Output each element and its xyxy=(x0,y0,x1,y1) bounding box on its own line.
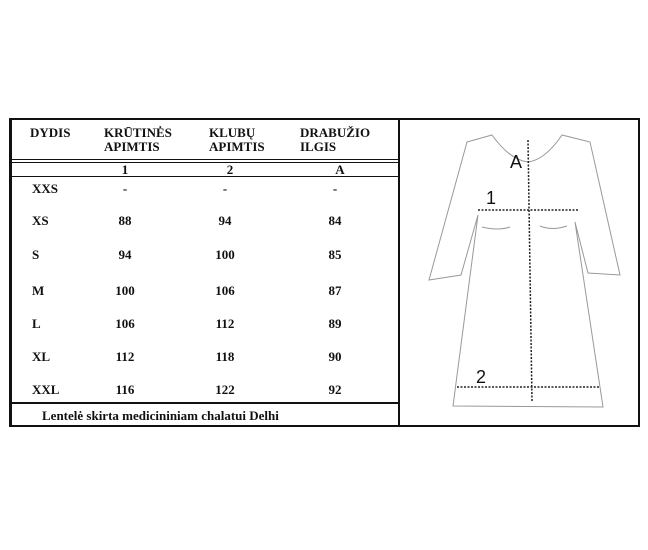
header-chest-2: APIMTIS xyxy=(104,139,160,154)
cell-chest: 100 xyxy=(115,283,135,298)
label-2: 2 xyxy=(476,367,486,387)
marker-chest: 1 xyxy=(121,162,129,177)
header-hip: KLUBŲ xyxy=(209,125,256,140)
cell-length: - xyxy=(332,181,338,196)
marker-divider xyxy=(9,176,399,177)
cell-length: 90 xyxy=(328,349,342,364)
cell-chest: 88 xyxy=(118,213,132,228)
header-divider xyxy=(9,159,399,160)
header-length-2: ILGIS xyxy=(300,139,337,154)
cell-hip: 94 xyxy=(218,213,232,228)
dart-left xyxy=(481,226,511,230)
label-a: A xyxy=(510,152,522,172)
divider xyxy=(398,118,400,427)
cell-length: 92 xyxy=(328,382,342,397)
header-chest: KRŪTINĖS xyxy=(104,125,172,140)
cell-hip: 118 xyxy=(215,349,235,364)
cell-hip: 122 xyxy=(215,382,235,397)
footer-note: Lentelė skirta medicininiam chalatui Del… xyxy=(42,408,279,423)
dress-diagram: A 1 2 xyxy=(428,134,621,408)
cell-chest: 94 xyxy=(118,247,132,262)
chart-frame xyxy=(9,118,640,427)
cell-size: XS xyxy=(32,213,49,228)
cell-size: XXS xyxy=(32,181,59,196)
cell-size: XXL xyxy=(32,382,60,397)
cell-size: L xyxy=(32,316,41,331)
length-line xyxy=(527,139,533,403)
header-hip-2: APIMTIS xyxy=(209,139,265,154)
cell-size: XL xyxy=(32,349,51,364)
header-size: DYDIS xyxy=(30,125,71,140)
dart-right xyxy=(539,225,568,229)
cell-length: 89 xyxy=(328,316,342,331)
cell-hip: - xyxy=(222,181,228,196)
cell-size: M xyxy=(32,283,45,298)
cell-length: 87 xyxy=(328,283,342,298)
cell-chest: - xyxy=(122,181,128,196)
cell-length: 85 xyxy=(328,247,342,262)
marker-hip: 2 xyxy=(226,162,234,177)
label-1: 1 xyxy=(486,188,496,208)
cell-hip: 100 xyxy=(215,247,235,262)
cell-chest: 106 xyxy=(115,316,135,331)
cell-hip: 112 xyxy=(215,316,235,331)
cell-length: 84 xyxy=(328,213,342,228)
header-length: DRABUŽIO xyxy=(300,125,371,140)
cell-hip: 106 xyxy=(215,283,235,298)
dress-outline xyxy=(428,134,621,408)
cell-chest: 116 xyxy=(115,382,135,397)
marker-length: A xyxy=(335,162,345,177)
header-divider xyxy=(9,162,399,163)
cell-size: S xyxy=(32,247,40,262)
cell-chest: 112 xyxy=(115,349,135,364)
footer-divider xyxy=(9,402,399,404)
